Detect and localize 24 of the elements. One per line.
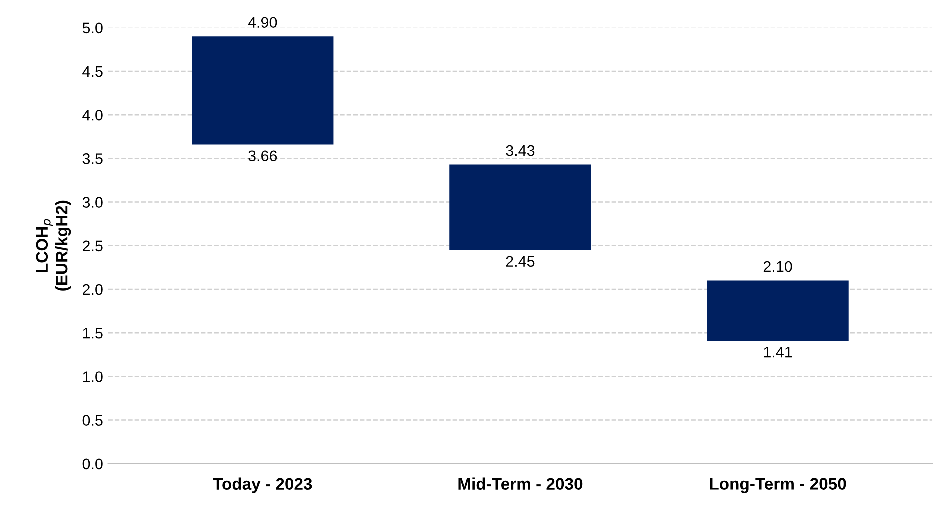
annotation: 2.45 [506,256,535,268]
bar [450,164,592,250]
x-tick-label: Long-Term - 2050 [710,478,846,494]
y-tick-label: 1.5 [83,328,103,339]
annotation: 1.41 [764,347,792,358]
annotation: 3.43 [506,145,535,156]
y-tick-label: 0.5 [82,415,103,426]
y-tick-label: 2.0 [83,284,103,296]
bar [707,280,849,341]
y-tick-label: 2.5 [83,240,103,252]
y-tick-label: 4.5 [82,66,103,78]
y-tick-label: 3.5 [82,154,103,164]
annotation: 2.10 [764,261,792,272]
x-tick-label: Today - 2023 [213,478,312,494]
y-tick-label: 5.0 [82,22,103,34]
y-tick-label: 0.0 [82,458,103,470]
bar [192,36,334,145]
y-axis-title: LCOH$_{p}$ (EUR/kgH2) [36,200,72,291]
annotation: 4.90 [248,17,278,28]
annotation: 3.66 [248,150,278,162]
y-tick-label: 3.0 [82,197,103,208]
y-tick-label: 1.0 [83,372,103,382]
x-tick-label: Mid-Term - 2030 [458,478,583,490]
y-tick-label: 4.0 [82,110,103,121]
